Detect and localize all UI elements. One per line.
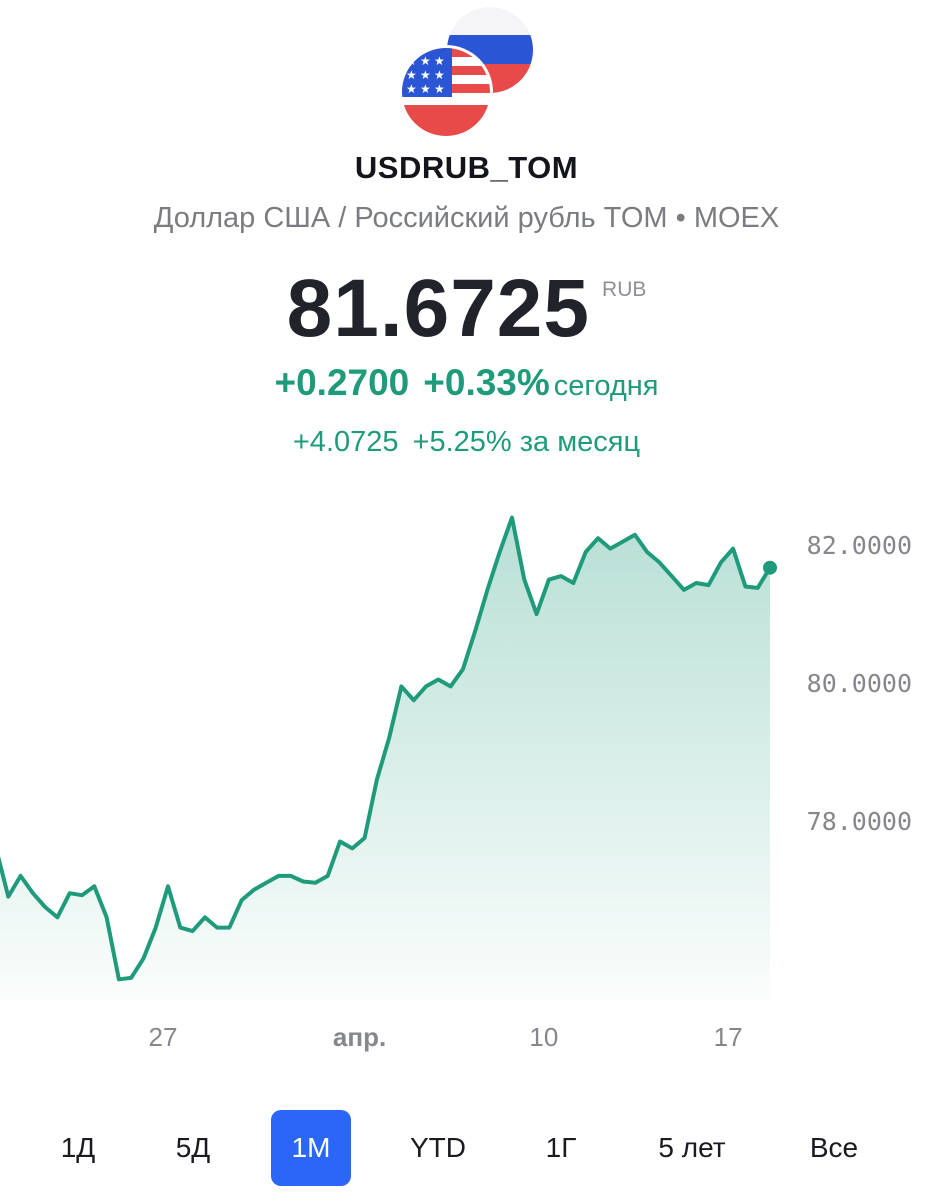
y-tick-label: 78.0000 bbox=[807, 807, 912, 836]
instrument-description: Доллар США / Российский рубль TOM • MOEX bbox=[153, 202, 780, 234]
price-chart[interactable]: 82.0000 80.0000 78.0000 27 апр. 10 17 bbox=[0, 490, 933, 1070]
period-button-5[interactable]: 1Г bbox=[545, 1132, 577, 1163]
price-row: 81.6725 RUB bbox=[0, 262, 933, 356]
svg-text:★: ★ bbox=[434, 54, 445, 68]
change-month: +4.0725 +5.25% за месяц bbox=[0, 426, 933, 459]
ticker-symbol: USDRUB_TOM bbox=[354, 150, 579, 185]
change-month-abs: +4.0725 bbox=[292, 426, 399, 458]
current-price: 81.6725 bbox=[286, 263, 591, 354]
month-label: за месяц bbox=[519, 426, 641, 458]
period-button-7[interactable]: Все bbox=[809, 1132, 859, 1163]
y-tick-label: 80.0000 bbox=[807, 669, 912, 698]
svg-text:★: ★ bbox=[420, 82, 431, 96]
svg-text:★: ★ bbox=[406, 82, 417, 96]
change-month-pct: +5.25% bbox=[412, 426, 512, 458]
svg-text:★: ★ bbox=[420, 68, 431, 82]
period-button-1[interactable]: 1Д bbox=[60, 1132, 96, 1163]
currency-label: RUB bbox=[602, 278, 647, 301]
period-button-6[interactable]: 5 лет bbox=[658, 1132, 726, 1163]
last-price-marker bbox=[763, 560, 777, 575]
y-tick-label: 82.0000 bbox=[807, 531, 912, 560]
x-tick-label: 10 bbox=[529, 1022, 558, 1052]
price-line bbox=[0, 515, 772, 982]
period-selector: 1Д 5Д 1М YTD 1Г 5 лет Все bbox=[0, 1108, 933, 1188]
today-label: сегодня bbox=[553, 370, 659, 402]
usa-russia-flags-icon: ★★★ ★★★ ★★★ bbox=[399, 5, 535, 139]
svg-text:★: ★ bbox=[434, 68, 445, 82]
period-button-2[interactable]: 5Д bbox=[175, 1132, 211, 1163]
period-button-3[interactable]: 1М bbox=[271, 1110, 351, 1186]
x-tick-label: апр. bbox=[333, 1022, 386, 1052]
change-today: +0.2700 +0.33% сегодня bbox=[0, 362, 933, 404]
x-tick-label: 17 bbox=[714, 1022, 743, 1052]
svg-text:★: ★ bbox=[434, 82, 445, 96]
change-today-pct: +0.33% bbox=[423, 362, 550, 403]
x-tick-label: 27 bbox=[149, 1022, 178, 1052]
change-today-abs: +0.2700 bbox=[274, 362, 410, 403]
period-button-4[interactable]: YTD bbox=[410, 1132, 466, 1163]
svg-text:★: ★ bbox=[406, 68, 417, 82]
svg-text:★: ★ bbox=[420, 54, 431, 68]
